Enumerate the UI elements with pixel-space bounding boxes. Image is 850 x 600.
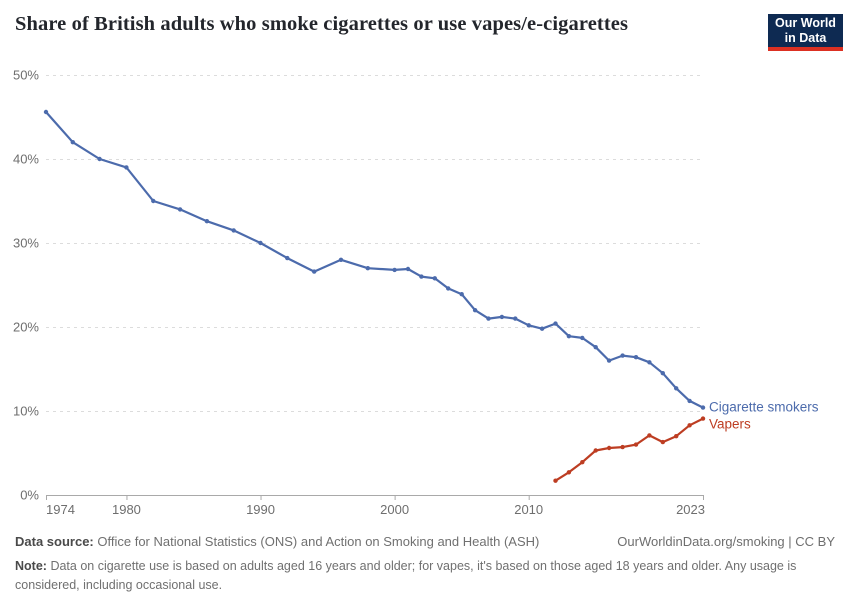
data-point-marker[interactable] [553, 321, 558, 326]
x-axis-label: 1980 [112, 502, 141, 517]
line-chart: 0% 10% 20% 30% 40% 50% 1974 1980 1990 2000 2010 202… [13, 68, 819, 518]
data-point-marker[interactable] [432, 276, 437, 281]
owid-logo-text: Our World in Data [768, 14, 843, 47]
data-point-marker[interactable] [285, 255, 290, 261]
y-axis-label: 10% [13, 404, 39, 419]
attribution-link[interactable]: OurWorldinData.org/smoking | CC BY [617, 534, 835, 549]
data-point-marker[interactable] [312, 269, 317, 274]
y-axis-label: 30% [13, 236, 39, 251]
data-point-marker[interactable] [70, 140, 76, 145]
data-point-marker[interactable] [499, 314, 505, 320]
note-label: Note: [15, 559, 47, 574]
x-axis-label: 1974 [46, 502, 75, 517]
series-line[interactable] [44, 110, 705, 409]
data-point-marker[interactable] [526, 323, 531, 328]
chart-title: Share of British adults who smoke cigare… [15, 13, 629, 35]
data-point-marker[interactable] [687, 398, 692, 404]
data-point-marker[interactable] [177, 207, 183, 212]
data-point-marker[interactable] [700, 405, 706, 410]
data-point-marker[interactable] [566, 470, 572, 475]
data-point-marker[interactable] [459, 292, 464, 297]
owid-logo-line1: Our World [775, 16, 836, 31]
data-point-marker[interactable] [365, 266, 370, 271]
owid-logo: Our World in Data [768, 14, 843, 51]
data-point-marker[interactable] [566, 334, 572, 339]
data-point-marker[interactable] [620, 444, 625, 450]
source-text: Office for National Statistics (ONS) and… [97, 534, 540, 549]
series-cigarette-smokers[interactable]: Cigarette smokers [43, 109, 819, 415]
data-point-marker[interactable] [204, 219, 210, 224]
data-point-marker[interactable] [633, 355, 639, 360]
y-axis-label: 20% [13, 320, 39, 335]
data-point-marker[interactable] [392, 267, 397, 273]
owid-logo-accent-bar [768, 47, 843, 51]
data-point-marker[interactable] [97, 156, 102, 162]
series-label-vapers: Vapers [709, 417, 751, 432]
data-point-marker[interactable] [633, 442, 639, 447]
data-point-marker[interactable] [647, 433, 652, 438]
data-point-marker[interactable] [472, 308, 478, 313]
y-axis-label: 50% [13, 68, 39, 83]
data-point-marker[interactable] [606, 358, 612, 363]
data-point-marker[interactable] [258, 240, 263, 246]
data-point-marker[interactable] [580, 335, 585, 341]
data-point-marker[interactable] [687, 423, 692, 428]
data-point-marker[interactable] [647, 360, 652, 365]
x-axis-label: 1990 [246, 502, 275, 517]
data-point-marker[interactable] [486, 316, 491, 321]
data-point-marker[interactable] [446, 286, 451, 291]
data-point-marker[interactable] [43, 109, 49, 115]
data-point-marker[interactable] [124, 165, 129, 170]
series-vapers[interactable]: Vapers [553, 416, 751, 483]
owid-logo-line2: in Data [784, 30, 827, 45]
data-point-marker[interactable] [580, 460, 585, 465]
data-source: Data source: Office for National Statist… [15, 533, 539, 551]
x-axis-label: 2023 [676, 502, 705, 517]
x-axis-label: 2010 [514, 502, 543, 517]
data-point-marker[interactable] [231, 228, 236, 233]
chart-footer: Data source: Office for National Statist… [15, 533, 835, 595]
source-label: Data source: [15, 534, 94, 549]
data-point-marker[interactable] [419, 274, 424, 279]
data-point-marker[interactable] [674, 386, 679, 391]
data-point-marker[interactable] [660, 371, 665, 376]
data-point-marker[interactable] [553, 478, 558, 483]
data-point-marker[interactable] [151, 198, 156, 204]
series-line[interactable] [554, 417, 705, 482]
y-axis-label: 40% [13, 152, 39, 167]
y-axis-label: 0% [20, 488, 39, 503]
data-point-marker[interactable] [593, 345, 598, 350]
data-point-marker[interactable] [660, 439, 665, 445]
data-point-marker[interactable] [620, 353, 625, 358]
data-point-marker[interactable] [539, 326, 545, 331]
data-point-marker[interactable] [700, 416, 706, 421]
x-axis-label: 2000 [380, 502, 409, 517]
data-point-marker[interactable] [405, 266, 411, 272]
data-point-marker[interactable] [513, 316, 518, 321]
data-point-marker[interactable] [338, 257, 344, 262]
chart-note: Note: Data on cigarette use is based on … [15, 557, 833, 595]
data-point-marker[interactable] [674, 434, 679, 439]
data-point-marker[interactable] [606, 445, 612, 451]
series-label-cigarette-smokers: Cigarette smokers [709, 400, 819, 415]
note-text: Data on cigarette use is based on adults… [15, 559, 797, 592]
data-point-marker[interactable] [593, 448, 598, 453]
